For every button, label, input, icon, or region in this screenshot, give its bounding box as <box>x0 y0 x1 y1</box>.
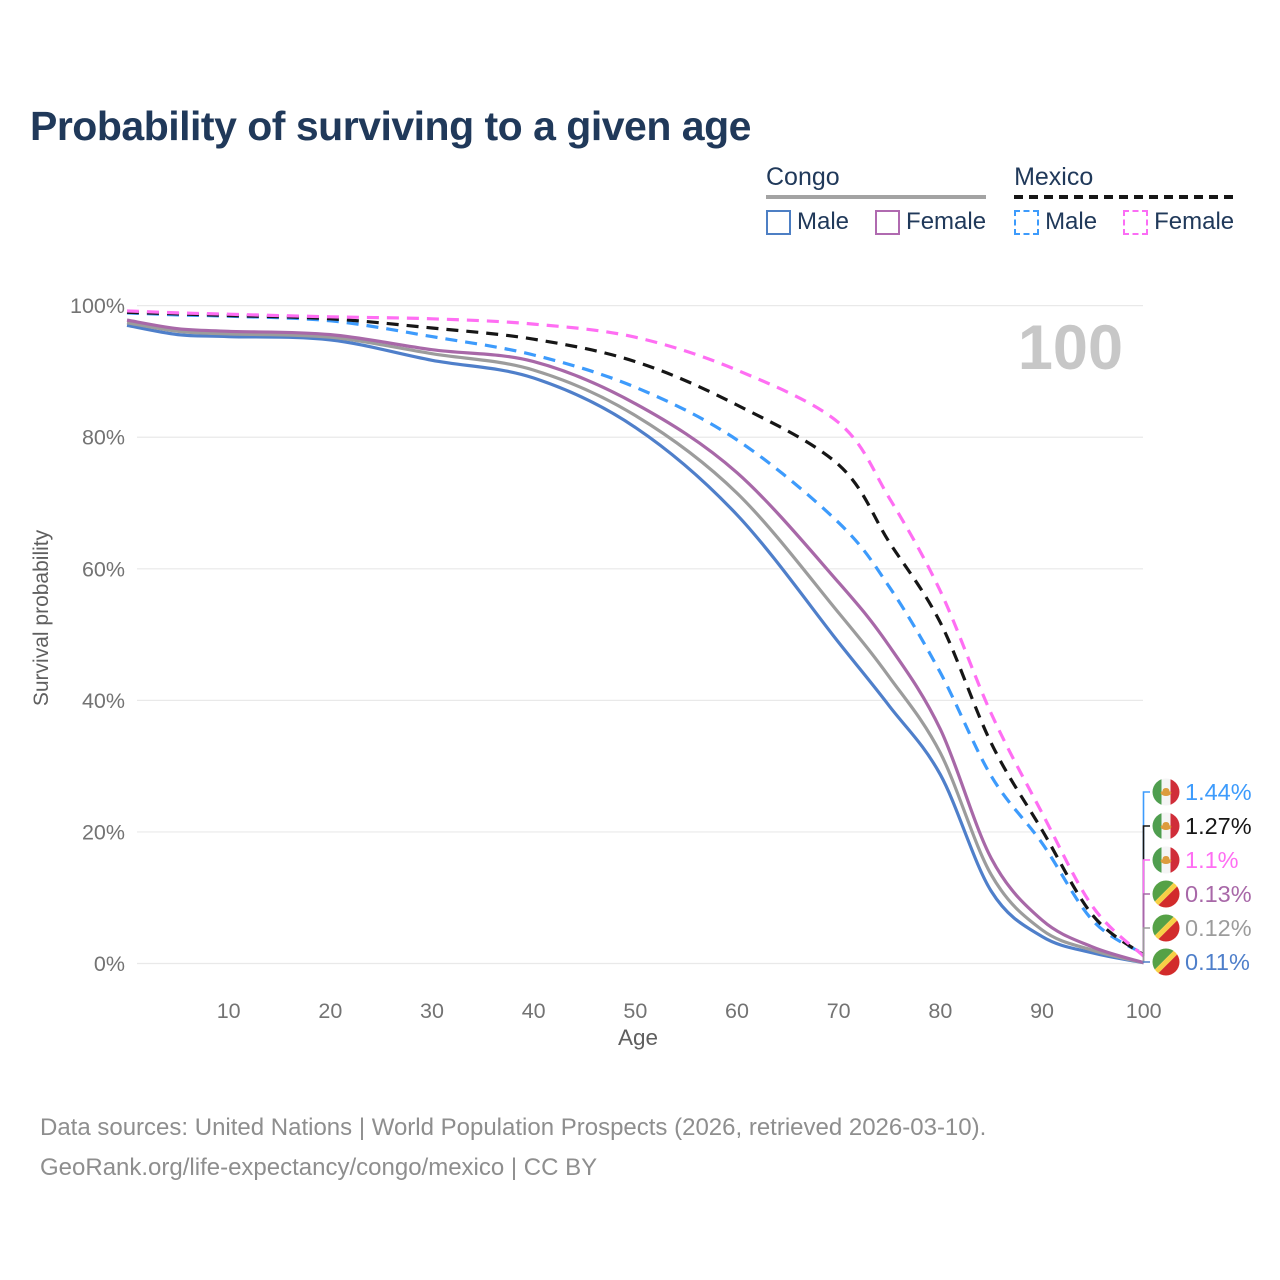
chart-legend: Congo Male Female Mexico Male Female <box>766 163 1235 236</box>
congo-flag-icon <box>1152 948 1180 976</box>
x-tick-label: 20 <box>318 999 342 1023</box>
x-tick-label: 30 <box>420 999 444 1023</box>
legend-item-mexico-male[interactable]: Male <box>1014 208 1097 236</box>
y-tick-label: 60% <box>82 557 125 581</box>
end-label-mexico-female: 1.1% <box>1185 847 1239 873</box>
series-line-congo-male <box>126 323 1145 965</box>
footer-data-sources: Data sources: United Nations | World Pop… <box>40 1114 987 1141</box>
end-label-connector-mexico-all <box>1142 825 1150 956</box>
legend-item-mexico-female[interactable]: Female <box>1123 208 1234 236</box>
footer-attribution-link: GeoRank.org/life-expectancy/congo/mexico… <box>40 1154 598 1181</box>
end-label-congo-male: 0.11% <box>1185 949 1250 975</box>
legend-group-congo: Congo Male Female <box>766 163 987 236</box>
age-counter-watermark: 100 <box>1018 313 1123 383</box>
y-tick-label: 40% <box>82 689 125 713</box>
legend-item-congo-female[interactable]: Female <box>875 208 986 236</box>
end-label-connector-congo-male <box>1142 961 1150 963</box>
congo-flag-icon <box>1152 914 1180 942</box>
legend-checkbox-icon[interactable] <box>1014 209 1040 235</box>
legend-group-title: Mexico <box>1014 163 1094 191</box>
end-label-congo-female: 0.13% <box>1185 881 1252 907</box>
y-axis-title: Survival probability <box>30 529 53 706</box>
end-label-mexico-male: 1.44% <box>1185 779 1252 805</box>
legend-item-label: Male <box>797 208 850 235</box>
end-label-connector-mexico-female <box>1142 859 1150 957</box>
end-label-mexico-all: 1.27% <box>1185 813 1252 839</box>
legend-checkbox-icon[interactable] <box>875 209 901 235</box>
page-title: Probability of surviving to a given age <box>30 103 751 150</box>
x-tick-label: 80 <box>928 999 952 1023</box>
series-line-mexico-female <box>126 309 1145 958</box>
x-tick-label: 70 <box>827 999 851 1023</box>
legend-group-mexico: Mexico Male Female <box>1014 163 1235 236</box>
x-tick-label: 40 <box>522 999 546 1023</box>
y-tick-label: 20% <box>82 820 125 844</box>
legend-checkbox-icon[interactable] <box>766 209 791 235</box>
end-label-connector-mexico-male <box>1142 791 1150 954</box>
legend-item-label: Female <box>906 208 987 235</box>
legend-checkbox-icon[interactable] <box>1123 209 1149 235</box>
y-tick-label: 80% <box>82 426 125 450</box>
x-tick-label: 90 <box>1030 999 1054 1023</box>
x-axis-title: Age <box>618 1025 658 1050</box>
x-tick-label: 10 <box>217 999 241 1023</box>
x-tick-label: 100 <box>1126 999 1162 1023</box>
mexico-flag-icon <box>1152 812 1180 840</box>
legend-group-title: Congo <box>766 163 840 191</box>
legend-linestyle-sample-solid <box>766 195 987 199</box>
legend-item-label: Male <box>1045 208 1098 235</box>
legend-linestyle-sample-dashed <box>1014 195 1235 199</box>
congo-flag-icon <box>1152 880 1180 908</box>
series-line-congo-all <box>126 321 1145 965</box>
legend-item-congo-male[interactable]: Male <box>766 208 849 236</box>
x-tick-label: 50 <box>623 999 647 1023</box>
series-line-congo-female <box>126 318 1145 965</box>
chart-footer: Data sources: United Nations | World Pop… <box>40 1108 986 1188</box>
x-tick-label: 60 <box>725 999 749 1023</box>
legend-item-label: Female <box>1154 208 1235 235</box>
end-label-congo-all: 0.12% <box>1185 915 1252 941</box>
y-tick-label: 100% <box>70 294 125 318</box>
end-label-connector-congo-all <box>1142 927 1150 963</box>
y-tick-label: 0% <box>94 952 125 976</box>
mexico-flag-icon <box>1152 778 1180 806</box>
mexico-flag-icon <box>1152 846 1180 874</box>
